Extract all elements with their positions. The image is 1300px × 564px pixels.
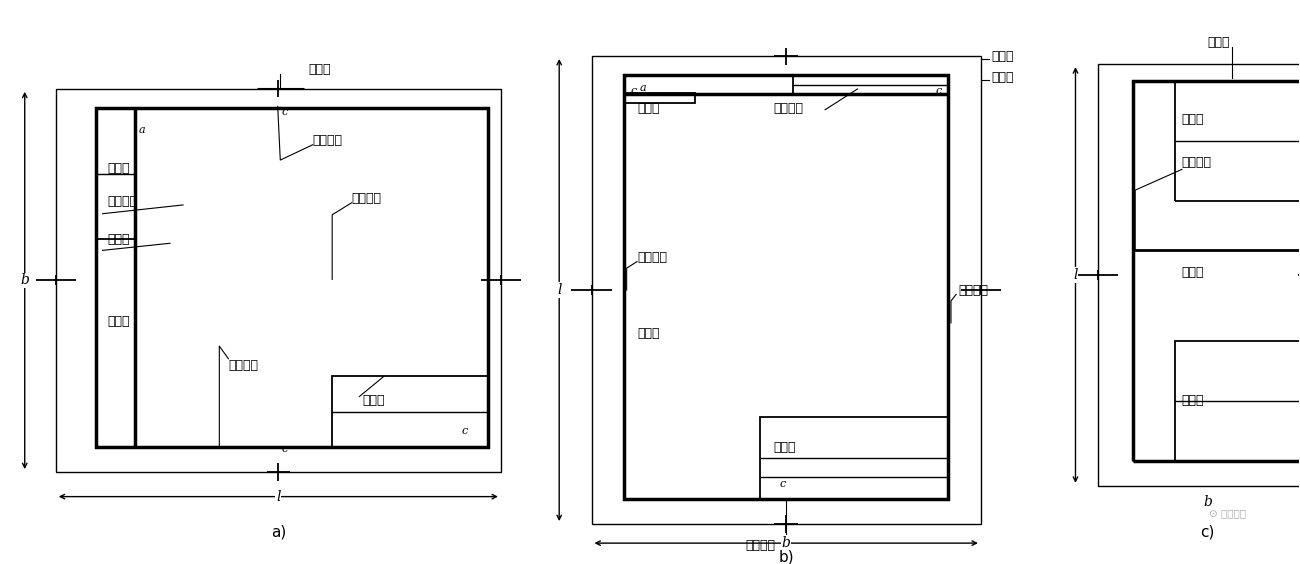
Bar (592, 56, 980, 524)
Text: 会签栏: 会签栏 (1182, 113, 1204, 126)
Text: 对中标志: 对中标志 (229, 359, 259, 372)
Bar (96, 108, 488, 447)
Text: a): a) (270, 525, 286, 540)
Text: 装订线: 装订线 (637, 102, 659, 114)
Text: c: c (779, 479, 785, 489)
Bar (793, 75, 949, 94)
Text: 标题栏: 标题栏 (1182, 394, 1204, 407)
Bar (760, 417, 949, 499)
Text: 装订线: 装订线 (108, 315, 130, 328)
Bar (1175, 341, 1300, 461)
Text: 幅面线: 幅面线 (308, 63, 330, 76)
Text: l: l (556, 283, 562, 297)
Text: ⊙ 筑龙电气: ⊙ 筑龙电气 (1209, 508, 1245, 518)
Text: c): c) (1201, 525, 1216, 540)
Text: 对中标志: 对中标志 (351, 192, 382, 205)
Text: b): b) (779, 549, 794, 564)
Text: c: c (282, 444, 289, 454)
Bar (624, 92, 696, 103)
Text: c: c (462, 426, 468, 436)
Text: 对中标志: 对中标志 (637, 251, 667, 264)
Text: 对中标志: 对中标志 (745, 539, 775, 552)
Text: 图框线: 图框线 (108, 233, 130, 246)
Bar (96, 108, 135, 240)
Text: 装订线: 装订线 (1182, 266, 1204, 279)
Text: c: c (630, 86, 637, 95)
Bar (1175, 81, 1300, 201)
Text: b: b (781, 536, 790, 550)
Bar (1132, 81, 1300, 461)
Text: b: b (21, 274, 29, 288)
Text: 图框线: 图框线 (637, 327, 659, 340)
Text: 标题栏: 标题栏 (361, 394, 385, 407)
Bar (333, 376, 488, 447)
Text: c: c (936, 86, 942, 95)
Text: 对中标志: 对中标志 (1182, 156, 1212, 169)
Text: l: l (1074, 268, 1078, 282)
Text: a: a (640, 83, 646, 93)
Text: c: c (282, 107, 289, 117)
Text: 对中标志: 对中标志 (958, 284, 989, 297)
Bar (624, 75, 949, 499)
Text: 标题栏: 标题栏 (774, 441, 796, 454)
Text: a: a (139, 125, 146, 135)
Text: 会签栏: 会签栏 (108, 162, 130, 175)
Text: 对中标志: 对中标志 (108, 195, 138, 208)
Text: 对中标志: 对中标志 (313, 134, 343, 147)
Text: 对中标志: 对中标志 (774, 102, 803, 114)
Text: 图框线: 图框线 (1208, 36, 1230, 49)
Bar (56, 89, 500, 472)
Bar (1097, 64, 1300, 486)
Text: 幅面线: 幅面线 (991, 72, 1014, 85)
Text: 会签栏: 会签栏 (991, 50, 1014, 63)
Text: b: b (1204, 495, 1212, 509)
Text: l: l (276, 490, 281, 504)
